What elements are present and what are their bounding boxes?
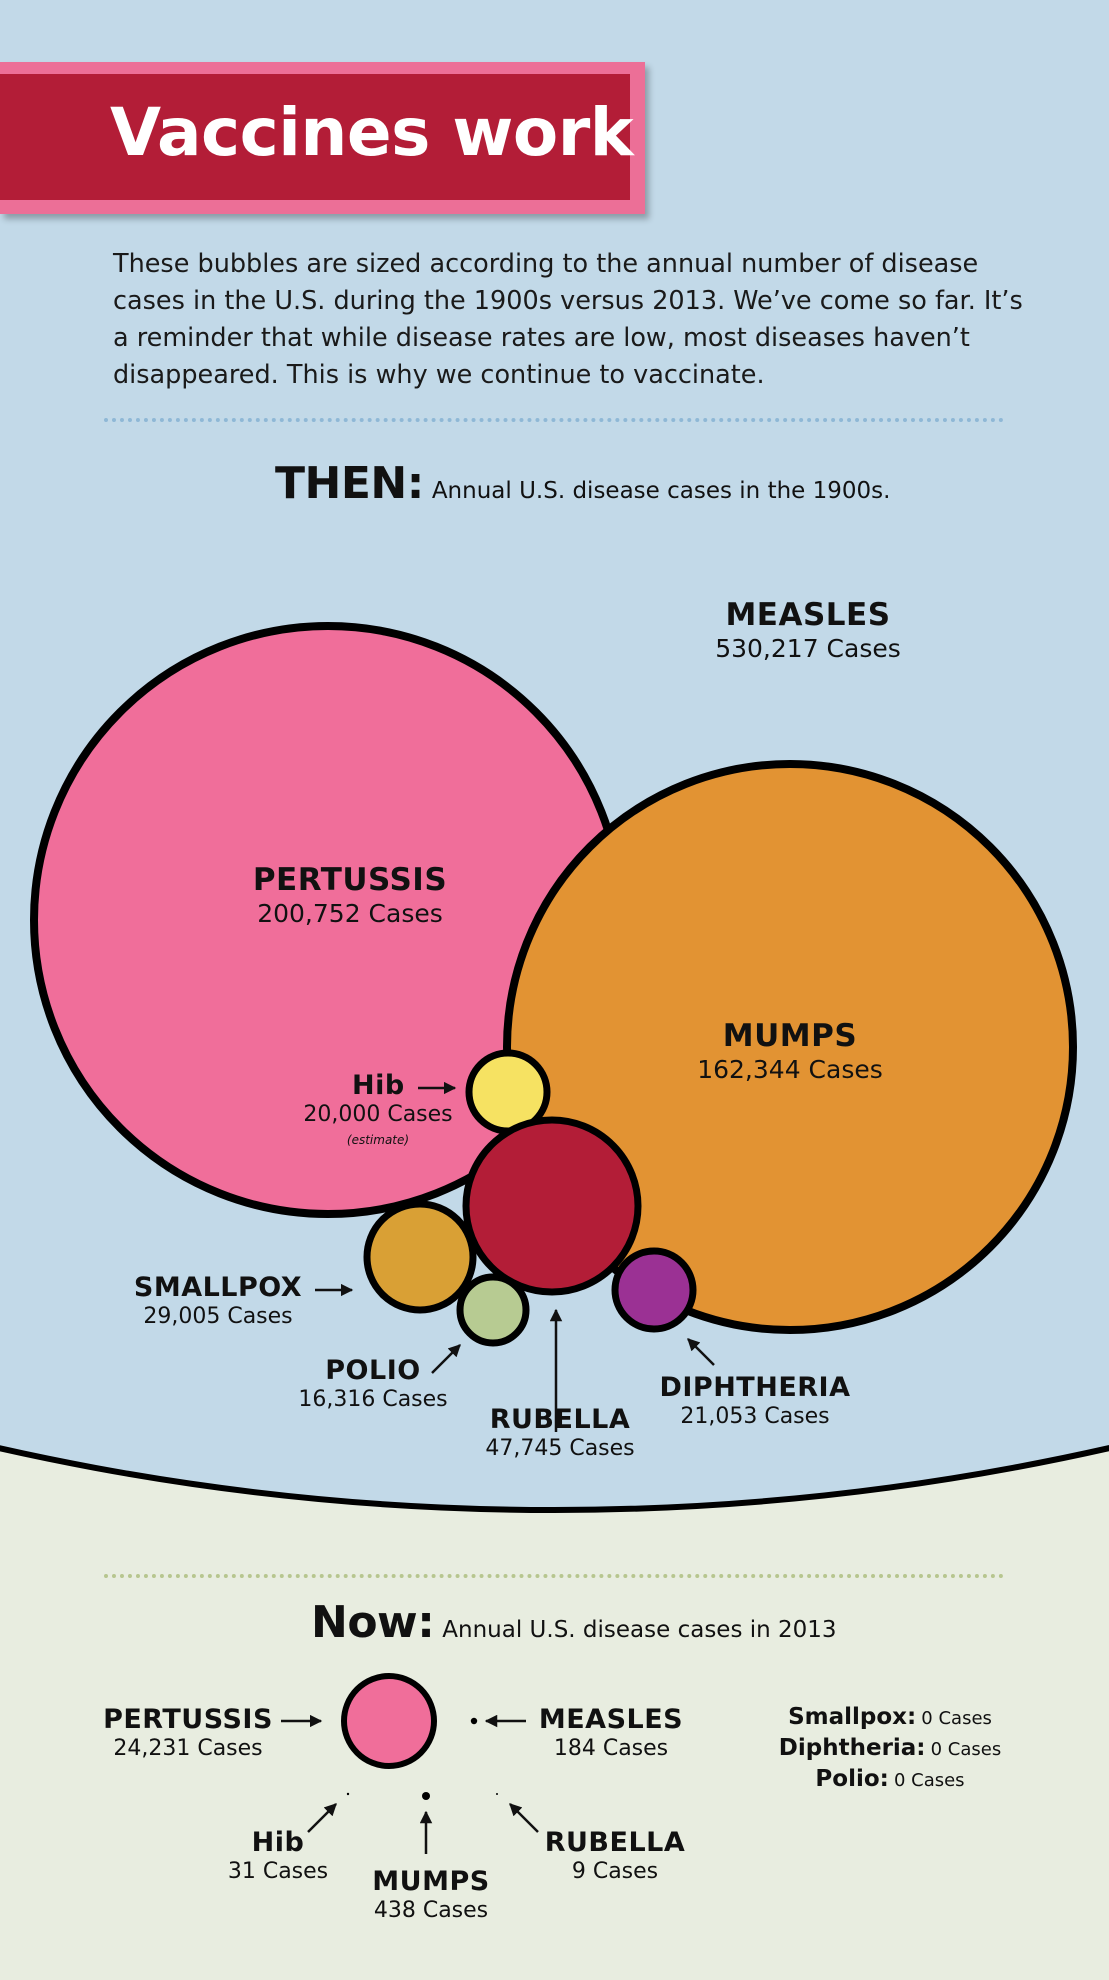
measles-name-2013: MEASLES: [538, 1704, 684, 1735]
pertussis-name-2013: PERTUSSIS: [103, 1704, 273, 1735]
diphtheria-zero-count: 0 Cases: [930, 1739, 1002, 1760]
mumps-label-1900s: MUMPS 162,344 Cases: [660, 1018, 920, 1085]
smallpox-name-1900s: SMALLPOX: [133, 1272, 303, 1303]
pertussis-label-2013: PERTUSSIS 24,231 Cases: [88, 1704, 288, 1763]
pertussis-name-1900s: PERTUSSIS: [252, 862, 448, 898]
intro-text: These bubbles are sized according to the…: [113, 249, 1023, 390]
measles-name-1900s: MEASLES: [725, 597, 891, 633]
polio-zero-name: Polio:: [815, 1766, 889, 1792]
hib-note-1900s: (estimate): [346, 1132, 410, 1147]
polio-name-1900s: POLIO: [325, 1355, 421, 1386]
diphtheria-label-1900s: DIPHTHERIA 21,053 Cases: [645, 1372, 865, 1431]
mumps-name-1900s: MUMPS: [722, 1018, 858, 1054]
hib-label-2013: Hib 31 Cases: [208, 1827, 348, 1886]
pertussis-label-1900s: PERTUSSIS 200,752 Cases: [220, 862, 480, 929]
smallpox-zero-count: 0 Cases: [921, 1708, 992, 1729]
divider-top: [104, 418, 1004, 422]
measles-count-2013: 184 Cases: [553, 1736, 669, 1762]
mumps-count-2013: 438 Cases: [373, 1898, 489, 1924]
polio-count-1900s: 16,316 Cases: [298, 1387, 448, 1413]
hib-bubble-2013: [346, 1792, 350, 1796]
polio-arrow-1900s: [431, 1344, 461, 1374]
then-heading: THEN: Annual U.S. disease cases in the 19…: [275, 458, 890, 509]
diphtheria-name-1900s: DIPHTHERIA: [659, 1372, 851, 1403]
measles-bubble-2013: [470, 1717, 478, 1725]
smallpox-zero-name: Smallpox:: [788, 1704, 917, 1730]
hib-name-2013: Hib: [251, 1827, 305, 1858]
measles-label-1900s: MEASLES 530,217 Cases: [678, 597, 938, 664]
page-title: Vaccines work: [110, 94, 634, 171]
title-inner-band: Vaccines work: [0, 74, 634, 200]
rubella-label-2013: RUBELLA 9 Cases: [530, 1827, 700, 1886]
diphtheria-bubble-1900s: [611, 1247, 697, 1333]
mumps-name-2013: MUMPS: [372, 1866, 490, 1897]
mumps-count-1900s: 162,344 Cases: [697, 1055, 883, 1085]
then-heading-big: THEN:: [275, 458, 424, 509]
polio-label-1900s: POLIO 16,316 Cases: [283, 1355, 463, 1414]
then-heading-small: Annual U.S. disease cases in the 1900s.: [431, 478, 891, 504]
rubella-bubble-2013: [496, 1793, 498, 1795]
measles-label-2013: MEASLES 184 Cases: [521, 1704, 701, 1763]
hib-count-1900s: 20,000 Cases: [303, 1102, 453, 1128]
mumps-label-2013: MUMPS 438 Cases: [356, 1866, 506, 1925]
rubella-arrow-2013: [509, 1803, 539, 1833]
smallpox-bubble-1900s: [363, 1200, 477, 1314]
rubella-name-1900s: RUBELLA: [489, 1404, 631, 1435]
divider-bottom: [104, 1574, 1004, 1578]
diphtheria-zero-name: Diphtheria:: [778, 1735, 926, 1761]
diphtheria-count-1900s: 21,053 Cases: [680, 1404, 830, 1430]
polio-zero-2013: Polio: 0 Cases: [740, 1766, 1040, 1792]
measles-count-1900s: 530,217 Cases: [715, 634, 901, 664]
rubella-label-1900s: RUBELLA 47,745 Cases: [470, 1404, 650, 1463]
smallpox-count-1900s: 29,005 Cases: [143, 1304, 293, 1330]
pertussis-count-1900s: 200,752 Cases: [257, 899, 443, 929]
now-heading-big: Now:: [311, 1597, 435, 1648]
smallpox-label-1900s: SMALLPOX 29,005 Cases: [118, 1272, 318, 1331]
rubella-count-2013: 9 Cases: [571, 1859, 659, 1885]
title-banner: Vaccines work: [0, 62, 645, 214]
diphtheria-zero-2013: Diphtheria: 0 Cases: [740, 1735, 1040, 1761]
now-heading: Now: Annual U.S. disease cases in 2013: [311, 1597, 837, 1648]
now-heading-small: Annual U.S. disease cases in 2013: [442, 1617, 837, 1643]
smallpox-zero-2013: Smallpox: 0 Cases: [740, 1704, 1040, 1730]
mumps-bubble-1900s: [503, 760, 1077, 1334]
rubella-count-1900s: 47,745 Cases: [485, 1436, 635, 1462]
hib-name-1900s: Hib: [352, 1070, 405, 1101]
hib-arrow-2013: [307, 1803, 337, 1833]
rubella-name-2013: RUBELLA: [544, 1827, 686, 1858]
polio-bubble-1900s: [456, 1273, 530, 1347]
mumps-bubble-2013: [422, 1792, 430, 1800]
diphtheria-arrow-1900s: [687, 1338, 715, 1366]
pertussis-bubble-2013: [341, 1673, 437, 1769]
rubella-bubble-1900s: [462, 1116, 642, 1296]
hib-label-1900s: Hib 20,000 Cases (estimate): [288, 1070, 468, 1147]
hib-count-2013: 31 Cases: [227, 1859, 329, 1885]
polio-zero-count: 0 Cases: [893, 1770, 965, 1791]
pertussis-count-2013: 24,231 Cases: [113, 1736, 263, 1762]
